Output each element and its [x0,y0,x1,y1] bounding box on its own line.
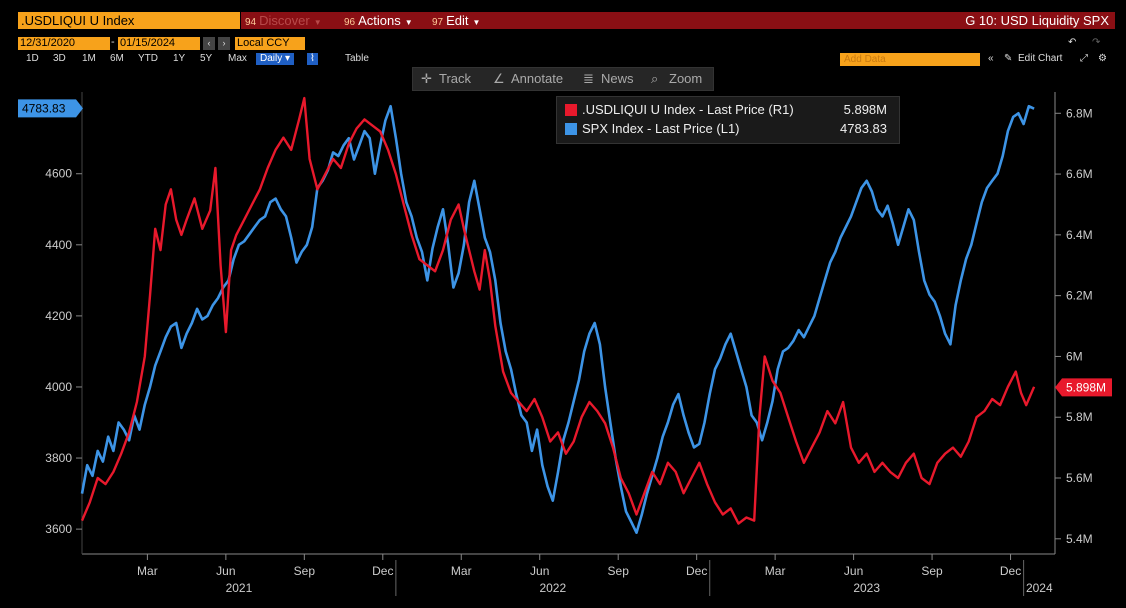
liquidity-line [80,96,1036,525]
actions-label: Actions [358,13,401,28]
y-left-tick-label: 3600 [45,522,72,536]
y-left-tick-label: 4200 [45,309,72,323]
legend-swatch-red [565,104,577,116]
annotate-button[interactable]: Annotate [511,71,564,86]
spx-last-value-label: 4783.83 [22,101,66,115]
edit-chart-button[interactable]: Edit Chart [1018,53,1063,64]
zoom-icon[interactable]: ⌕ [651,71,659,86]
x-tick-label: Dec [1000,564,1021,578]
zoom-button[interactable]: Zoom [669,71,703,86]
start-date-field[interactable]: 12/31/2020 [18,37,110,50]
period-1d[interactable]: 1D [26,53,39,64]
discover-button[interactable]: 94 Discover ▼ [241,12,339,29]
x-tick-label: Sep [921,564,943,578]
spx-last-value-tag [18,99,83,118]
end-date-field[interactable]: 01/15/2024 [118,37,200,50]
y-right-tick-label: 5.6M [1066,471,1093,485]
chevron-down-icon: ▼ [313,18,322,27]
legend-row-liquidity: .USDLIQUI U Index - Last Price (R1) 5.89… [565,101,891,119]
add-data-input[interactable]: Add Data [840,53,980,66]
table-button[interactable]: Table [345,53,369,64]
year-label: 2021 [226,581,253,595]
x-tick-label: Mar [451,564,472,578]
actions-menu[interactable]: 96 Actions ▼ [339,12,418,29]
year-label: 2024 [1026,581,1053,595]
period-max[interactable]: Max [228,53,247,64]
legend-value-liquidity: 5.898M [843,102,887,117]
y-right-tick-label: 5.8M [1066,410,1093,424]
liquidity-last-value-tag [1055,378,1112,397]
y-right-tick-label: 6M [1066,349,1083,363]
top-menu-bar: .USDLIQUI U Index 94 Discover ▼ 96 Actions ▼… [0,0,1126,36]
period-5y[interactable]: 5Y [200,53,213,64]
edit-label: Edit [446,13,469,28]
y-left-tick-label: 4000 [45,380,72,394]
frequency-select[interactable]: Daily ▾ [256,53,295,65]
redo-icon[interactable]: ↷ [1092,37,1101,48]
x-tick-label: Dec [372,564,393,578]
ticker-input[interactable]: .USDLIQUI U Index [18,12,240,29]
track-button[interactable]: Track [439,71,472,86]
news-button[interactable]: News [601,71,634,86]
annotate-pen-icon[interactable]: ∠ [493,71,505,86]
y-right-tick-label: 6.6M [1066,167,1093,181]
frequency-label: Daily [260,53,283,64]
year-label: 2022 [539,581,566,595]
period-1m[interactable]: 1M [82,53,96,64]
legend-swatch-blue [565,123,577,135]
crosshair-icon[interactable]: ✛ [421,71,432,86]
x-tick-label: Mar [137,564,158,578]
liquidity-last-value-label: 5.898M [1066,380,1106,394]
y-right-tick-label: 6.4M [1066,228,1093,242]
chevron-down-icon: ▼ [472,18,481,27]
undo-icon[interactable]: ↶ [1068,37,1077,48]
chevron-down-icon: ▼ [404,18,413,27]
period-6m[interactable]: 6M [110,53,124,64]
actions-number: 96 [344,17,356,28]
x-tick-label: Dec [686,564,707,578]
gear-icon[interactable]: ⚙ [1098,53,1107,64]
y-left-tick-label: 4400 [45,238,72,252]
chart-legend: .USDLIQUI U Index - Last Price (R1) 5.89… [556,96,900,144]
date-separator: - [111,36,115,48]
y-right-tick-label: 6.8M [1066,106,1093,120]
legend-row-spx: SPX Index - Last Price (L1) 4783.83 [565,120,891,138]
period-3d[interactable]: 3D [53,53,66,64]
chart-toolbar: ✛ Track ∠ Annotate ≣ News ⌕ Zoom [412,67,714,91]
spx-line [80,104,1035,535]
y-left-tick-label: 4600 [45,167,72,181]
expand-icon[interactable]: ⤢ [1080,53,1088,64]
menu-bar-red: 96 Actions ▼ 97 Edit ▼ G 10: USD Liquidity S… [339,12,1115,29]
discover-label: Discover [259,13,310,28]
pencil-icon[interactable]: ✎ [1004,53,1013,64]
x-tick-label: Mar [765,564,786,578]
y-right-tick-label: 5.4M [1066,532,1093,546]
year-label: 2023 [853,581,880,595]
period-1y[interactable]: 1Y [173,53,186,64]
legend-label-spx: SPX Index - Last Price (L1) [582,121,740,136]
collapse-icon[interactable]: « [988,53,994,64]
currency-select[interactable]: Local CCY [235,37,305,50]
chart-title: G 10: USD Liquidity SPX [965,13,1109,28]
x-tick-label: Sep [608,564,630,578]
discover-number: 94 [245,17,257,28]
next-arrow-icon[interactable]: › [218,37,230,50]
period-ytd[interactable]: YTD [138,53,158,64]
x-tick-label: Jun [844,564,863,578]
news-icon[interactable]: ≣ [583,71,594,86]
x-tick-label: Jun [216,564,235,578]
prev-arrow-icon[interactable]: ‹ [203,37,215,50]
date-range-bar: 12/31/2020 - 01/15/2024 ‹ › Local CCY ↶ … [0,36,1126,52]
y-left-tick-label: 3800 [45,451,72,465]
line-chart-icon[interactable]: ⌇ [307,53,318,65]
x-tick-label: Jun [530,564,549,578]
legend-label-liquidity: .USDLIQUI U Index - Last Price (R1) [582,102,794,117]
edit-menu[interactable]: 97 Edit ▼ [427,12,485,29]
legend-value-spx: 4783.83 [840,121,887,136]
x-tick-label: Sep [294,564,316,578]
edit-number: 97 [432,17,444,28]
y-right-tick-label: 6.2M [1066,289,1093,303]
period-bar: 1D 3D 1M 6M YTD 1Y 5Y Max Daily ▾ ⌇ Tabl… [0,52,1126,66]
